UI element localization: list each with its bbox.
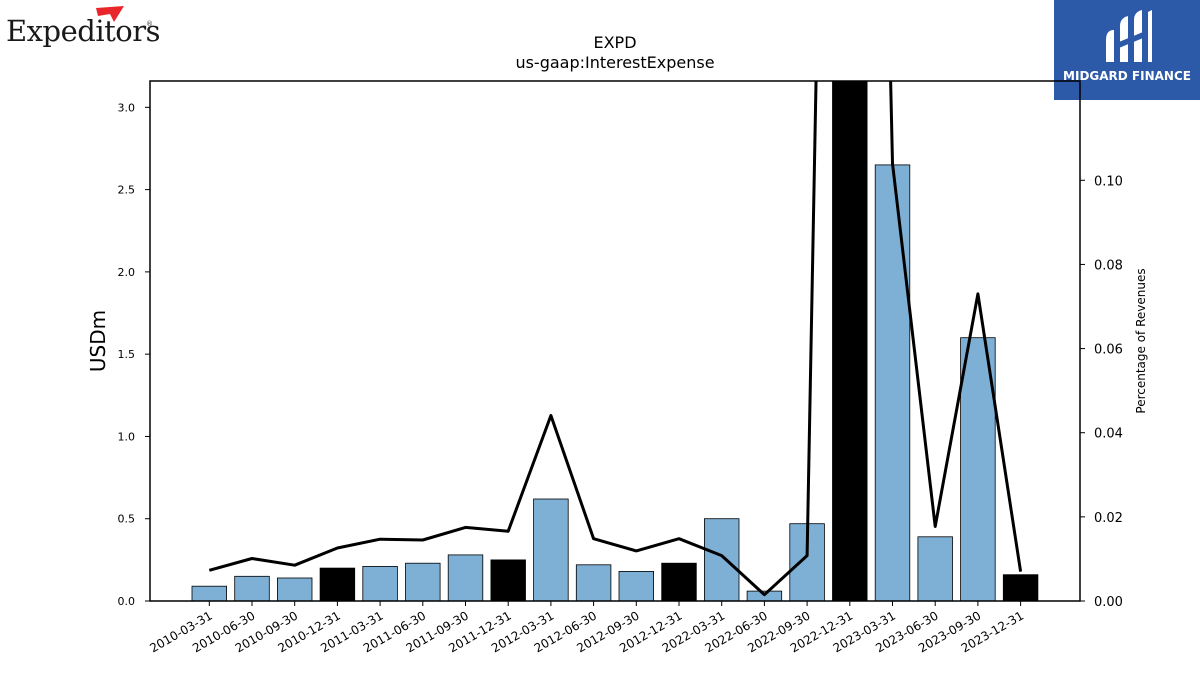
y-axis-label: USDm [86, 310, 110, 372]
y-tick-label: 2.5 [118, 184, 136, 197]
y2-tick-label: 0.02 [1094, 511, 1123, 526]
midgard-emblem-icon [1106, 10, 1152, 62]
bar-2012-06-30 [575, 564, 612, 601]
bar-2011-03-31 [362, 566, 398, 601]
y2-tick-label: 0.10 [1094, 174, 1123, 189]
y-tick-label: 0.0 [118, 595, 136, 608]
y2-tick-label: 0.06 [1094, 343, 1123, 358]
bar-2010-03-31 [191, 585, 227, 601]
bar-2011-09-30 [447, 554, 484, 601]
y-tick-label: 3.0 [118, 101, 136, 114]
bar-2023-03-31 [874, 164, 911, 601]
logo-swoosh-icon [96, 6, 124, 22]
registered-mark: ® [146, 20, 153, 28]
y-tick-label: 0.5 [118, 513, 136, 526]
y2-tick-label: 0.04 [1094, 427, 1123, 442]
bar-2012-03-31 [533, 498, 569, 601]
bar-2022-12-31 [832, 81, 868, 601]
bar-2023-06-30 [917, 536, 953, 601]
bar-2011-12-31 [490, 559, 526, 601]
y2-tick-label: 0.08 [1094, 258, 1123, 273]
y2-tick-label: 0.00 [1094, 595, 1123, 610]
chart-title: EXPD [593, 33, 636, 52]
plot-frame [149, 80, 1081, 602]
y-tick-label: 1.0 [118, 430, 136, 443]
bar-2022-03-31 [704, 518, 740, 601]
bar-2010-06-30 [234, 575, 270, 601]
expeditors-logo: Expeditors ® [4, 4, 164, 54]
y-tick-label: 2.0 [118, 266, 136, 279]
midgard-finance-label: MIDGARD FINANCE [1063, 69, 1191, 83]
chart-subtitle: us-gaap:InterestExpense [515, 53, 714, 72]
y2-axis-label: Percentage of Revenues [1134, 268, 1148, 413]
bar-2023-12-31 [1002, 574, 1039, 601]
revenue-percentage-line [208, 81, 1023, 597]
bar-2010-12-31 [319, 567, 356, 601]
bar-2010-09-30 [276, 577, 313, 601]
bar-2011-06-30 [405, 562, 441, 601]
bar-2012-12-31 [661, 562, 697, 601]
bar-2023-09-30 [960, 337, 996, 601]
bar-2012-09-30 [618, 571, 654, 601]
y-tick-label: 1.5 [118, 348, 136, 361]
expeditors-wordmark: Expeditors [6, 14, 160, 48]
midgard-finance-logo: MIDGARD FINANCE [1054, 0, 1200, 100]
